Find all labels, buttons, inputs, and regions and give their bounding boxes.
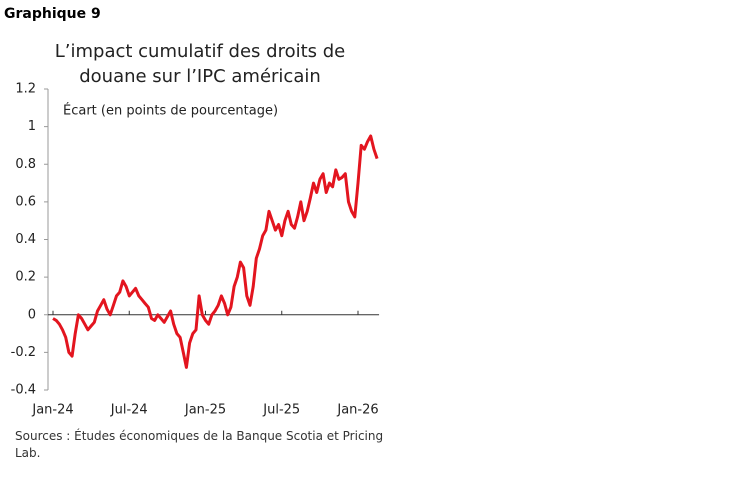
x-tick-label: Jul-24 [110, 403, 148, 418]
header: Graphique 9 [4, 6, 101, 22]
y-tick-label: -0.4 [11, 383, 36, 398]
y-tick-label: 0.8 [15, 157, 36, 172]
chart-title: douane sur l’IPC américain [79, 66, 321, 87]
y-tick-label: 0.6 [15, 194, 36, 209]
x-tick-label: Jan-26 [336, 403, 378, 418]
source: Sources : Études économiques de la Banqu… [15, 429, 384, 460]
x-tick-label: Jan-24 [31, 403, 73, 418]
y-tick-label: 1 [28, 119, 36, 134]
series-line [52, 134, 379, 369]
y-tick-label: -0.2 [11, 345, 36, 360]
x-tick-label: Jan-25 [184, 403, 226, 418]
chart-title: L’impact cumulatif des droits de [55, 41, 346, 62]
subtitle: Écart (en points de pourcentage) [63, 103, 278, 119]
y-tick-label: 1.2 [15, 82, 36, 97]
x-tick-label: Jul-25 [262, 403, 300, 418]
y-tick-label: 0 [28, 307, 36, 322]
y-tick-label: 0.4 [15, 232, 36, 247]
y-tick-label: 0.2 [15, 270, 36, 285]
